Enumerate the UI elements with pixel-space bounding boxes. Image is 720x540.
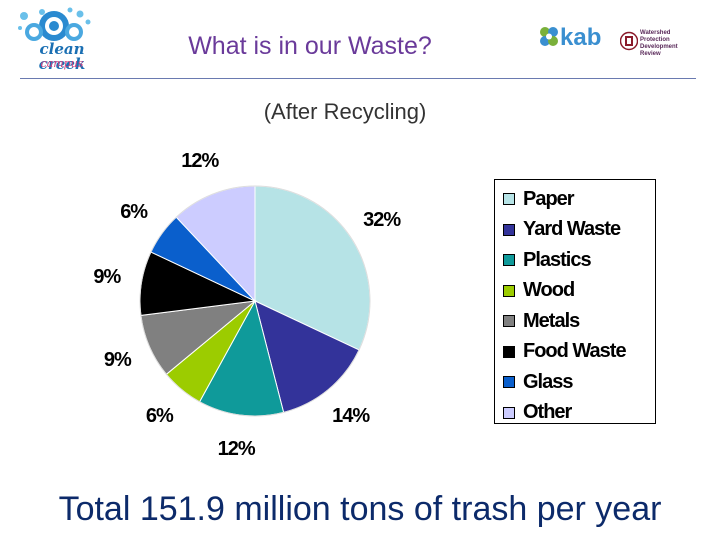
legend-label: Food Waste xyxy=(523,340,627,363)
pie-label-food-waste: 9% xyxy=(93,266,121,288)
pie-label-metals: 9% xyxy=(104,349,132,371)
clean-creek-campus-logo: clean creek campus xyxy=(14,6,100,72)
university-logo-text: Watershed Protection Development Review xyxy=(640,30,678,57)
legend-item-yard-waste: Yard Waste xyxy=(495,215,655,246)
legend-swatch xyxy=(503,284,515,297)
legend-item-food-waste: Food Waste xyxy=(495,337,655,368)
chart-legend: Paper Yard Waste Plastics Wood Metals Food Wa… xyxy=(494,179,656,424)
legend-swatch xyxy=(503,193,515,206)
university-logo: Watershed Protection Development Review xyxy=(619,30,700,57)
legend-label: Wood xyxy=(523,279,575,302)
legend-item-plastics: Plastics xyxy=(495,245,655,276)
legend-item-wood: Wood xyxy=(495,276,655,307)
legend-item-metals: Metals xyxy=(495,306,655,337)
legend-label: Other xyxy=(523,401,572,424)
logo-brand-text: clean creek xyxy=(38,40,86,73)
kab-logo-text: kab xyxy=(560,24,602,51)
legend-item-other: Other xyxy=(495,398,655,429)
bubbles-icon xyxy=(18,7,91,41)
page-title: What is in our Waste? xyxy=(188,32,432,60)
header: clean creek campus What is in our Waste?… xyxy=(0,0,720,80)
legend-swatch xyxy=(503,406,515,419)
legend-swatch xyxy=(503,223,515,236)
pie-outline xyxy=(139,185,371,417)
pie-label-yard-waste: 14% xyxy=(332,405,370,427)
legend-label: Plastics xyxy=(523,248,592,271)
pie-label-paper: 32% xyxy=(363,209,401,231)
legend-swatch xyxy=(503,345,515,358)
legend-label: Yard Waste xyxy=(523,218,621,241)
kab-flower-icon xyxy=(540,27,558,46)
pie-label-wood: 6% xyxy=(146,405,174,427)
header-divider xyxy=(20,78,696,79)
pie-label-other: 12% xyxy=(181,150,219,172)
legend-label: Glass xyxy=(523,370,573,393)
seal-icon xyxy=(619,31,639,51)
pie-chart: 32% 14% 12% 6% 9% 9% 6% 12% xyxy=(93,150,402,460)
legend-label: Paper xyxy=(523,187,575,210)
subtitle: (After Recycling) xyxy=(263,99,427,124)
legend-swatch xyxy=(503,315,515,328)
legend-item-paper: Paper xyxy=(495,184,655,215)
total-caption: Total 151.9 million tons of trash per ye… xyxy=(58,490,662,528)
pie-label-plastics: 12% xyxy=(218,438,256,460)
legend-label: Metals xyxy=(523,309,580,332)
kab-logo: kab xyxy=(538,24,618,58)
legend-item-glass: Glass xyxy=(495,367,655,398)
pie-label-glass: 6% xyxy=(120,201,148,223)
legend-swatch xyxy=(503,254,515,267)
logo-sub-text: campus xyxy=(40,57,84,70)
legend-swatch xyxy=(503,376,515,389)
